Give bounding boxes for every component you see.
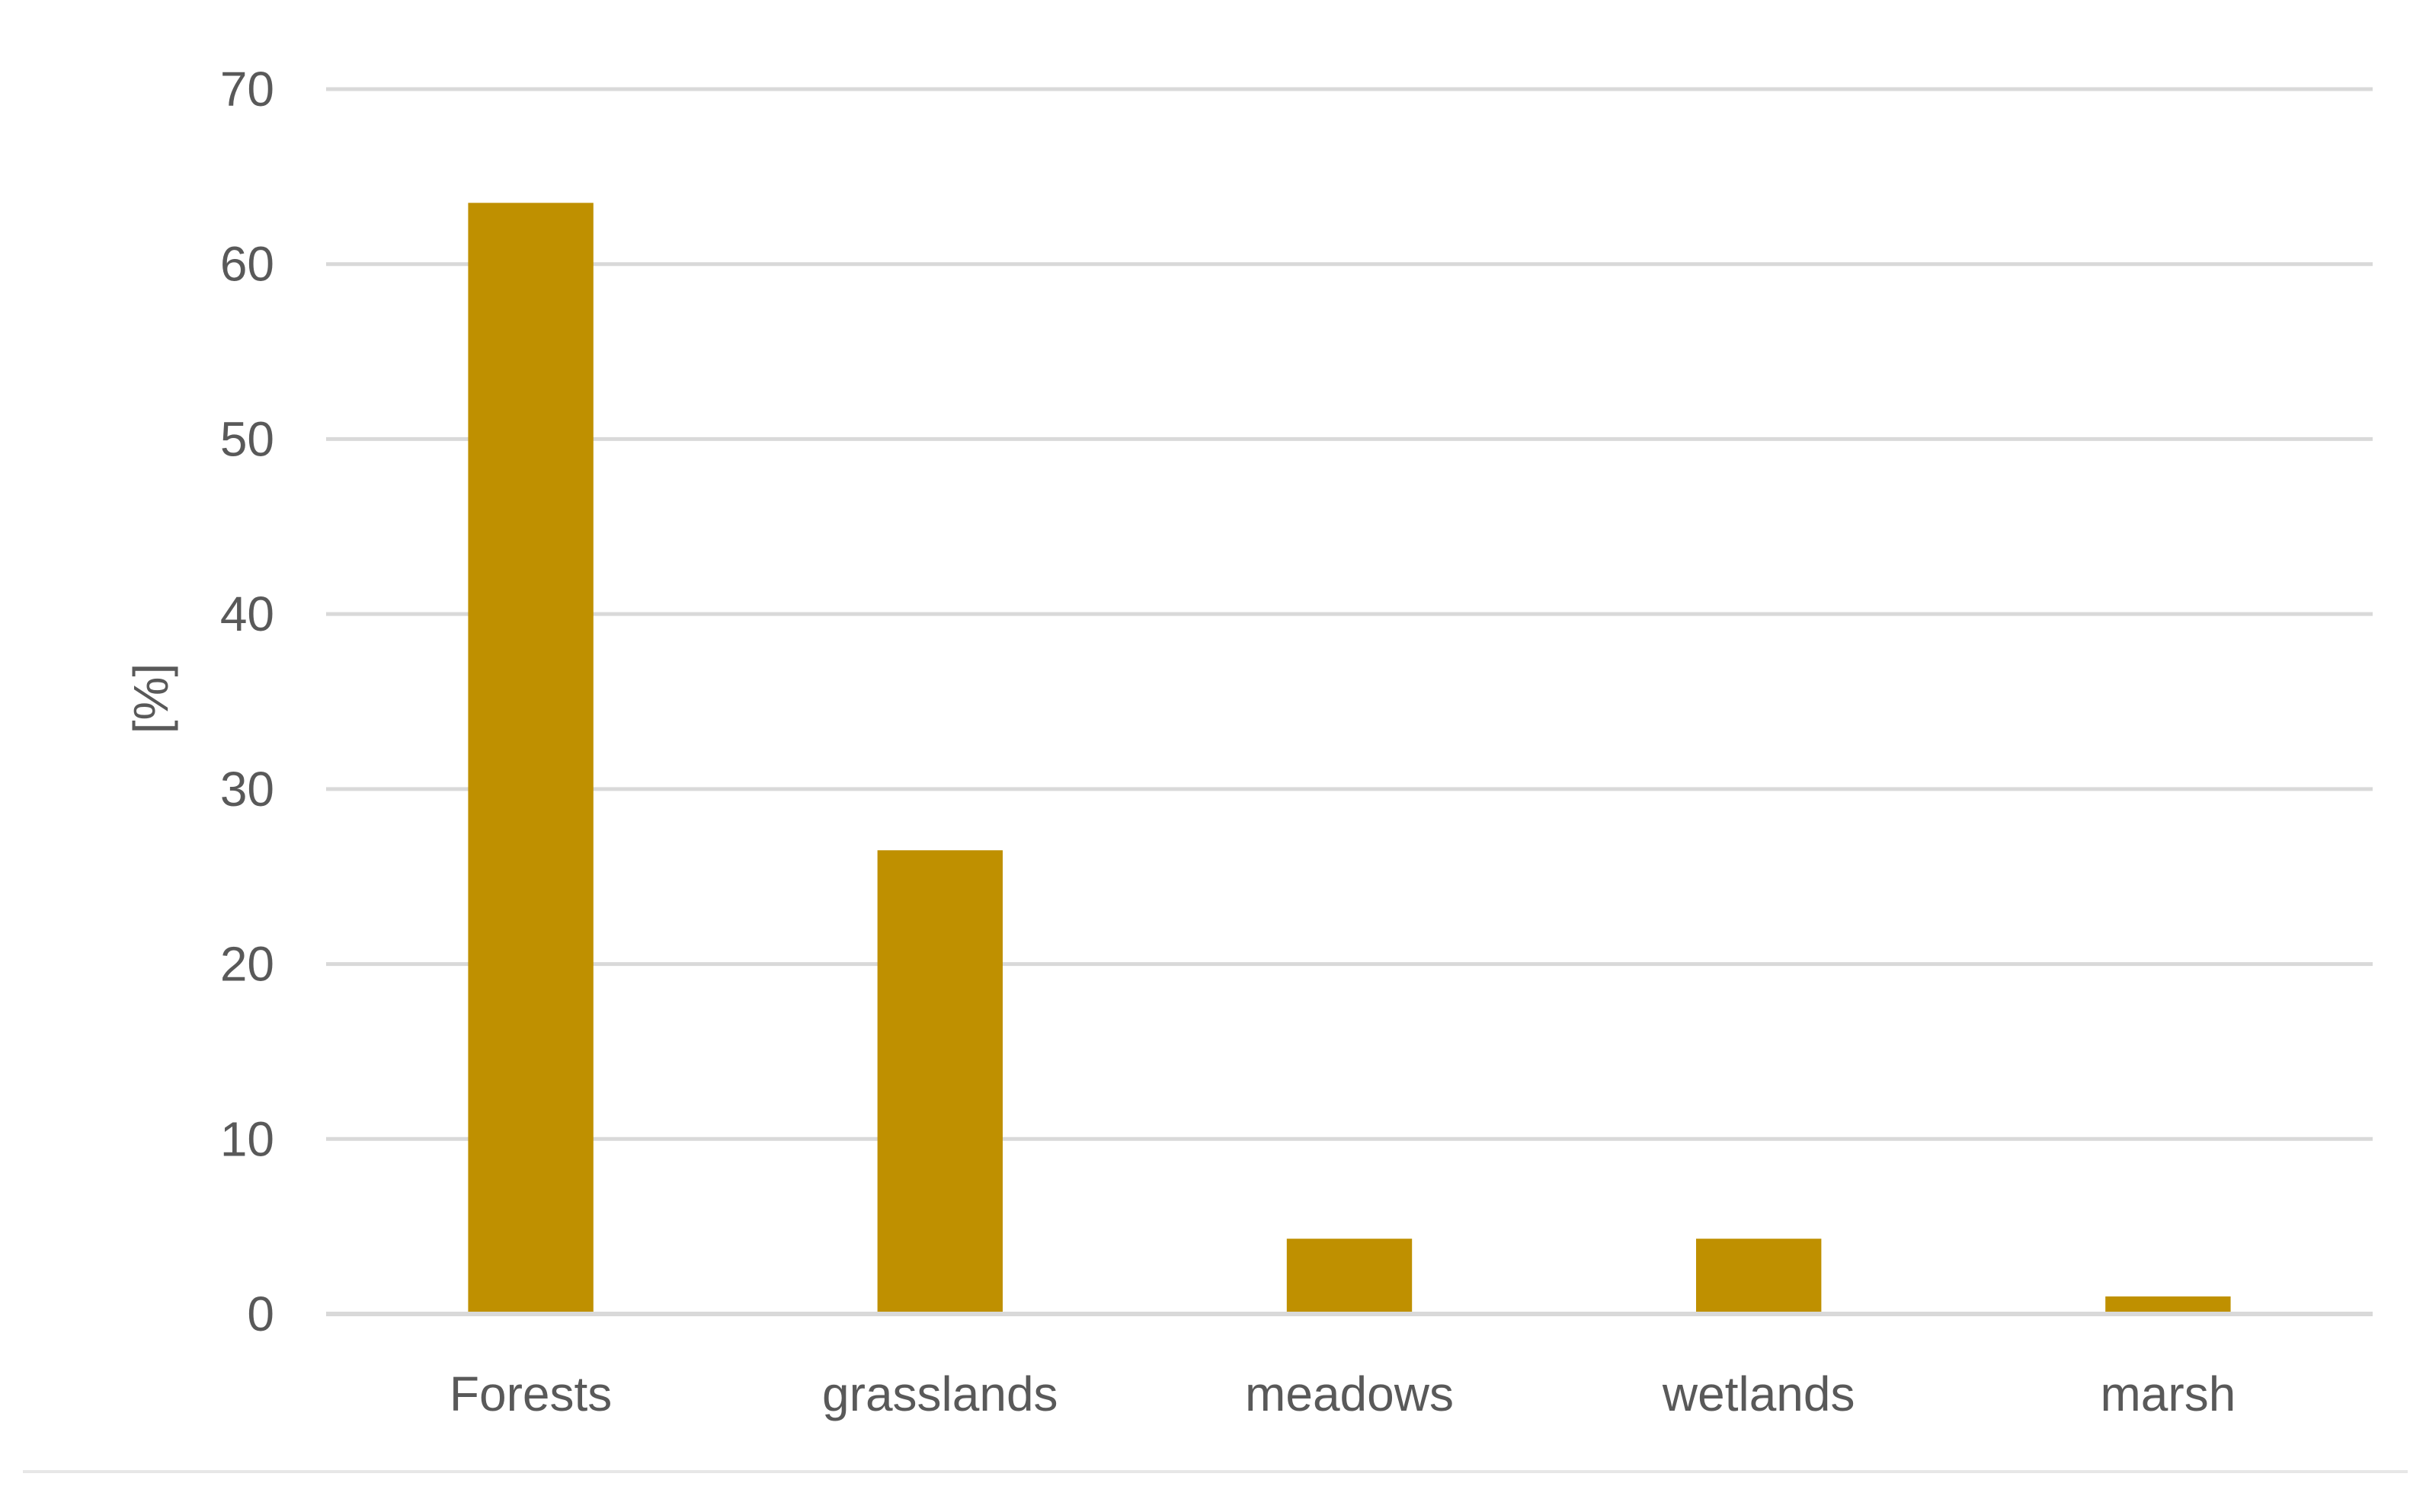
y-axis-label: [%] (123, 663, 178, 734)
y-tick-label: 60 (220, 237, 274, 292)
x-tick-label: Forests (450, 1367, 612, 1421)
y-tick-label: 70 (220, 62, 274, 117)
x-tick-label: grasslands (822, 1367, 1058, 1421)
y-tick-label: 40 (220, 587, 274, 641)
bar-meadows (1286, 1239, 1413, 1314)
bar-marsh (2105, 1296, 2231, 1314)
x-tick-label: meadows (1245, 1367, 1454, 1421)
y-tick-label: 10 (220, 1111, 274, 1166)
x-tick-label: wetlands (1662, 1367, 1855, 1421)
grid-lines (326, 87, 2373, 1141)
y-tick-label: 30 (220, 762, 274, 817)
y-tick-label: 0 (247, 1287, 274, 1341)
bar-wetlands (1696, 1239, 1822, 1314)
x-tick-label: marsh (2100, 1367, 2236, 1421)
y-tick-label: 50 (220, 411, 274, 466)
x-tick-labels: Forests grasslands meadows wetlands marsh (450, 1367, 2236, 1421)
bar-grasslands (877, 850, 1003, 1314)
y-tick-labels: 0 10 20 30 40 50 60 70 (220, 62, 274, 1341)
bar-forests (468, 203, 594, 1314)
y-tick-label: 20 (220, 937, 274, 992)
bars (468, 203, 2231, 1314)
